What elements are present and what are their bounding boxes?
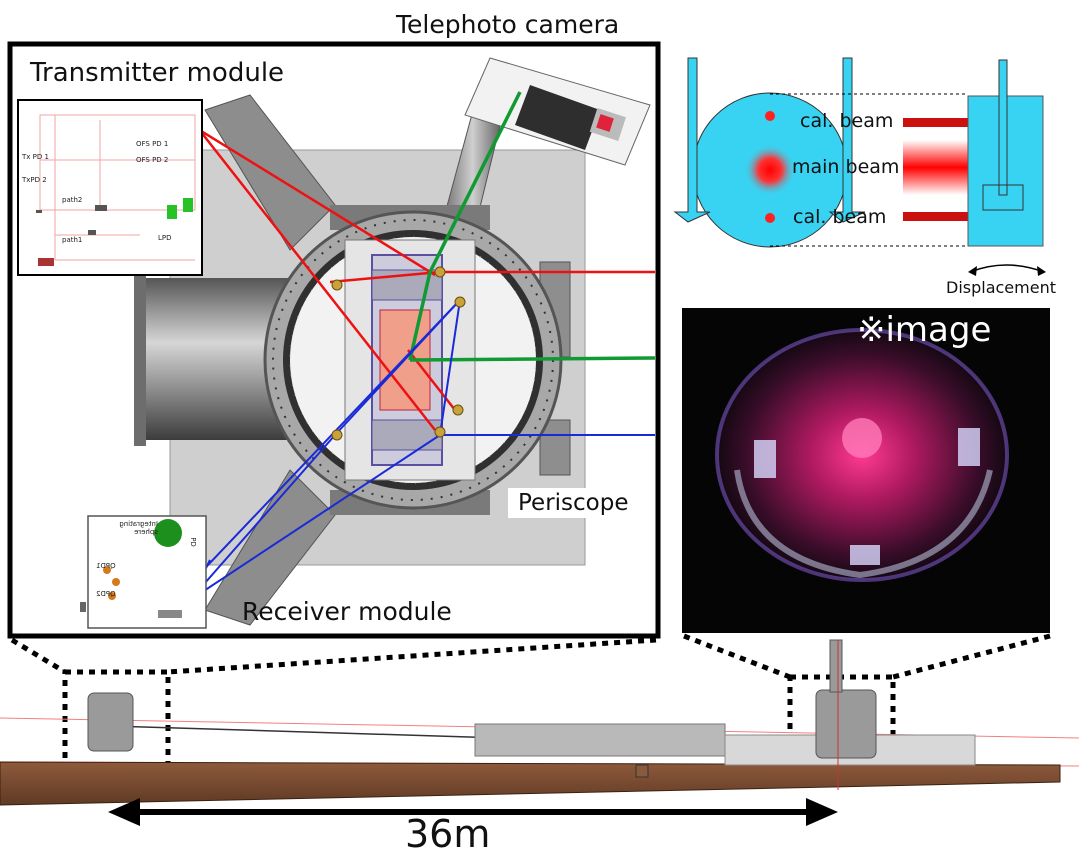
mirror-mounts [331, 266, 466, 441]
image-note-label: ※image [857, 310, 992, 350]
transmit-beams [179, 116, 655, 431]
distance-arrow [108, 798, 838, 826]
pd-label: PD [188, 537, 197, 547]
beam-tube [474, 723, 726, 757]
receiver-housing [815, 689, 877, 759]
displacement-label: Displacement [946, 278, 1056, 297]
telephoto-camera-label: Telephoto camera [396, 10, 620, 39]
qpd1-label: QPD1 [96, 562, 116, 570]
camera-assembly [464, 57, 651, 166]
periscope-label: Periscope [508, 488, 639, 518]
lpd-label: LPD [158, 234, 172, 242]
path1-label: path1 [62, 236, 83, 244]
photo-panel [682, 308, 1050, 633]
integrating-sphere-label: Integrating sphere [119, 520, 158, 536]
qpd2-label: QPD2 [96, 590, 116, 598]
transmitter-housing [87, 692, 134, 752]
transmitter-module-label: Transmitter module [30, 58, 285, 88]
integrating-sphere-icon [154, 519, 182, 547]
txpd1-label: Tx PD 1 [22, 153, 49, 161]
ofspd1-label: OFS PD 1 [136, 140, 169, 148]
beam-target-diagram [673, 57, 1046, 276]
main-beam-label: main beam [792, 156, 900, 178]
path2-label: path2 [62, 196, 83, 204]
ofspd2-label: OFS PD 2 [136, 156, 169, 164]
chamber-panel [7, 41, 661, 639]
receiver-schematic [80, 515, 207, 629]
txpd2-label: TxPD 2 [22, 176, 47, 184]
distance-label: 36m [405, 812, 491, 856]
cal-beam-bottom-label: cal. beam [793, 206, 887, 228]
cal-beam-top-label: cal. beam [800, 110, 894, 132]
beam-table [0, 761, 1061, 806]
beamline [0, 639, 1079, 806]
transmitter-schematic [17, 99, 203, 276]
receiver-module-label: Receiver module [242, 597, 452, 626]
